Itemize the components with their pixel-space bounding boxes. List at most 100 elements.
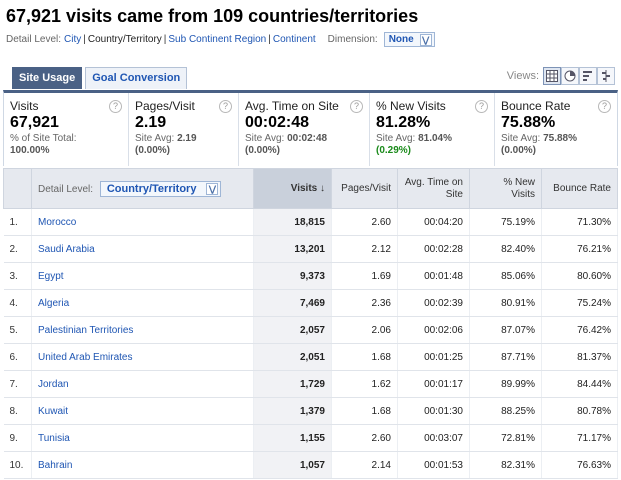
pages-visit-cell: 2.12 bbox=[331, 235, 398, 263]
new-visits-cell: 88.25% bbox=[469, 397, 542, 425]
bounce-rate-cell: 81.37% bbox=[541, 343, 618, 371]
visits-cell: 1,155 bbox=[253, 424, 332, 452]
table-detail-value: Country/Territory bbox=[106, 182, 197, 195]
table-row: 9. Tunisia 1,155 2.60 00:03:07 72.81% 71.17% bbox=[3, 424, 618, 452]
help-icon[interactable]: ? bbox=[475, 100, 488, 113]
country-link[interactable]: Palestinian Territories bbox=[31, 316, 254, 344]
metric-value: 00:02:48 bbox=[245, 114, 310, 131]
table-row: 2. Saudi Arabia 13,201 2.12 00:02:28 82.40% 76… bbox=[3, 235, 618, 263]
performance-view-icon[interactable] bbox=[579, 67, 597, 85]
bounce-rate-cell: 76.63% bbox=[541, 451, 618, 479]
column-header-bounce-rate[interactable]: Bounce Rate bbox=[541, 168, 618, 209]
visits-cell: 1,057 bbox=[253, 451, 332, 479]
metric-name: Bounce Rate bbox=[501, 99, 571, 113]
pages-visit-cell: 1.69 bbox=[331, 262, 398, 290]
dimension-select[interactable]: None ⋁ bbox=[383, 32, 435, 47]
detail-link-subcontinent[interactable]: Sub Continent Region bbox=[168, 34, 267, 45]
chevron-down-icon: ⋁ bbox=[419, 33, 432, 46]
row-index: 10. bbox=[3, 451, 32, 479]
metric-name: Pages/Visit bbox=[135, 99, 195, 113]
column-header-avg-time[interactable]: Avg. Time on Site bbox=[397, 168, 470, 209]
help-icon[interactable]: ? bbox=[109, 100, 122, 113]
country-link[interactable]: United Arab Emirates bbox=[31, 343, 254, 371]
metric-value: 75.88% bbox=[501, 114, 556, 131]
metric-bounce-rate: Bounce Rate ? 75.88% Site Avg: 75.88% (0.… bbox=[495, 93, 617, 166]
pages-visit-cell: 2.60 bbox=[331, 208, 398, 236]
country-link[interactable]: Kuwait bbox=[31, 397, 254, 425]
detail-link-city[interactable]: City bbox=[64, 34, 82, 45]
country-link[interactable]: Saudi Arabia bbox=[31, 235, 254, 263]
table-row: 3. Egypt 9,373 1.69 00:01:48 85.06% 80.60% bbox=[3, 262, 618, 290]
separator: | bbox=[163, 34, 167, 45]
avg-time-cell: 00:04:20 bbox=[397, 208, 470, 236]
help-icon[interactable]: ? bbox=[598, 100, 611, 113]
tab-site-usage[interactable]: Site Usage bbox=[12, 67, 83, 89]
new-visits-cell: 85.06% bbox=[469, 262, 542, 290]
metric-value: 67,921 bbox=[10, 114, 59, 131]
column-header-visits[interactable]: Visits ↓ bbox=[253, 168, 332, 209]
detail-link-country: Country/Territory bbox=[87, 34, 162, 45]
new-visits-cell: 82.31% bbox=[469, 451, 542, 479]
page-title: 67,921 visits came from 109 countries/te… bbox=[6, 6, 419, 26]
metric-sub: Site Avg: 75.88% (0.00%) bbox=[501, 133, 577, 156]
row-index: 2. bbox=[3, 235, 32, 263]
metric-visits: Visits ? 67,921 % of Site Total: 100.00% bbox=[4, 93, 129, 166]
table-header-row: Detail Level: Country/Territory ⋁ Visits… bbox=[3, 168, 618, 209]
bounce-rate-cell: 80.78% bbox=[541, 397, 618, 425]
bounce-rate-cell: 71.17% bbox=[541, 424, 618, 452]
comparison-view-icon[interactable] bbox=[597, 67, 615, 85]
help-icon[interactable]: ? bbox=[350, 100, 363, 113]
column-header-pages-visit[interactable]: Pages/Visit bbox=[331, 168, 398, 209]
avg-time-cell: 00:03:07 bbox=[397, 424, 470, 452]
metric-pages-visit: Pages/Visit ? 2.19 Site Avg: 2.19 (0.00%) bbox=[129, 93, 239, 166]
metric-name: Visits bbox=[10, 99, 39, 113]
pie-view-icon[interactable] bbox=[561, 67, 579, 85]
avg-time-cell: 00:02:39 bbox=[397, 289, 470, 317]
help-icon[interactable]: ? bbox=[219, 100, 232, 113]
bounce-rate-cell: 76.42% bbox=[541, 316, 618, 344]
table-detail-select[interactable]: Country/Territory ⋁ bbox=[99, 180, 222, 197]
bounce-rate-cell: 75.24% bbox=[541, 289, 618, 317]
dimension-label: Dimension: bbox=[327, 34, 378, 45]
country-link[interactable]: Egypt bbox=[31, 262, 254, 290]
visits-cell: 18,815 bbox=[253, 208, 332, 236]
summary-scorecard: Visits ? 67,921 % of Site Total: 100.00% … bbox=[3, 90, 618, 166]
index-header bbox=[3, 168, 32, 209]
row-index: 1. bbox=[3, 208, 32, 236]
country-link[interactable]: Algeria bbox=[31, 289, 254, 317]
new-visits-cell: 82.40% bbox=[469, 235, 542, 263]
new-visits-cell: 80.91% bbox=[469, 289, 542, 317]
visits-cell: 2,051 bbox=[253, 343, 332, 371]
table-detail-label: Detail Level: bbox=[38, 183, 94, 195]
pages-visit-cell: 2.60 bbox=[331, 424, 398, 452]
row-index: 5. bbox=[3, 316, 32, 344]
detail-level-bar: Detail Level: City | Country/Territory |… bbox=[6, 32, 435, 47]
metric-avg-time: Avg. Time on Site ? 00:02:48 Site Avg: 0… bbox=[239, 93, 370, 166]
country-link[interactable]: Bahrain bbox=[31, 451, 254, 479]
table-row: 1. Morocco 18,815 2.60 00:04:20 75.19% 71.30% bbox=[3, 208, 618, 236]
table-row: 5. Palestinian Territories 2,057 2.06 00:02:… bbox=[3, 316, 618, 344]
metric-sub: Site Avg: 00:02:48 (0.00%) bbox=[245, 133, 328, 156]
avg-time-cell: 00:01:25 bbox=[397, 343, 470, 371]
metric-name: Avg. Time on Site bbox=[245, 99, 339, 113]
avg-time-cell: 00:02:28 bbox=[397, 235, 470, 263]
separator: | bbox=[83, 34, 86, 45]
country-link[interactable]: Morocco bbox=[31, 208, 254, 236]
country-link[interactable]: Tunisia bbox=[31, 424, 254, 452]
table-view-icon[interactable] bbox=[543, 67, 561, 85]
detail-link-continent[interactable]: Continent bbox=[272, 34, 316, 45]
column-header-new-visits[interactable]: % New Visits bbox=[469, 168, 542, 209]
new-visits-cell: 72.81% bbox=[469, 424, 542, 452]
sort-arrow-icon: ↓ bbox=[320, 182, 325, 194]
bounce-rate-cell: 84.44% bbox=[541, 370, 618, 398]
metric-sub: % of Site Total: 100.00% bbox=[10, 133, 77, 156]
dimension-value: None bbox=[388, 34, 414, 45]
avg-time-cell: 00:02:06 bbox=[397, 316, 470, 344]
tab-goal-conversion[interactable]: Goal Conversion bbox=[85, 67, 188, 89]
chevron-down-icon: ⋁ bbox=[206, 182, 219, 195]
table-row: 4. Algeria 7,469 2.36 00:02:39 80.91% 75.24% bbox=[3, 289, 618, 317]
country-link[interactable]: Jordan bbox=[31, 370, 254, 398]
new-visits-cell: 75.19% bbox=[469, 208, 542, 236]
avg-time-cell: 00:01:17 bbox=[397, 370, 470, 398]
detail-level-label: Detail Level: bbox=[6, 34, 62, 45]
